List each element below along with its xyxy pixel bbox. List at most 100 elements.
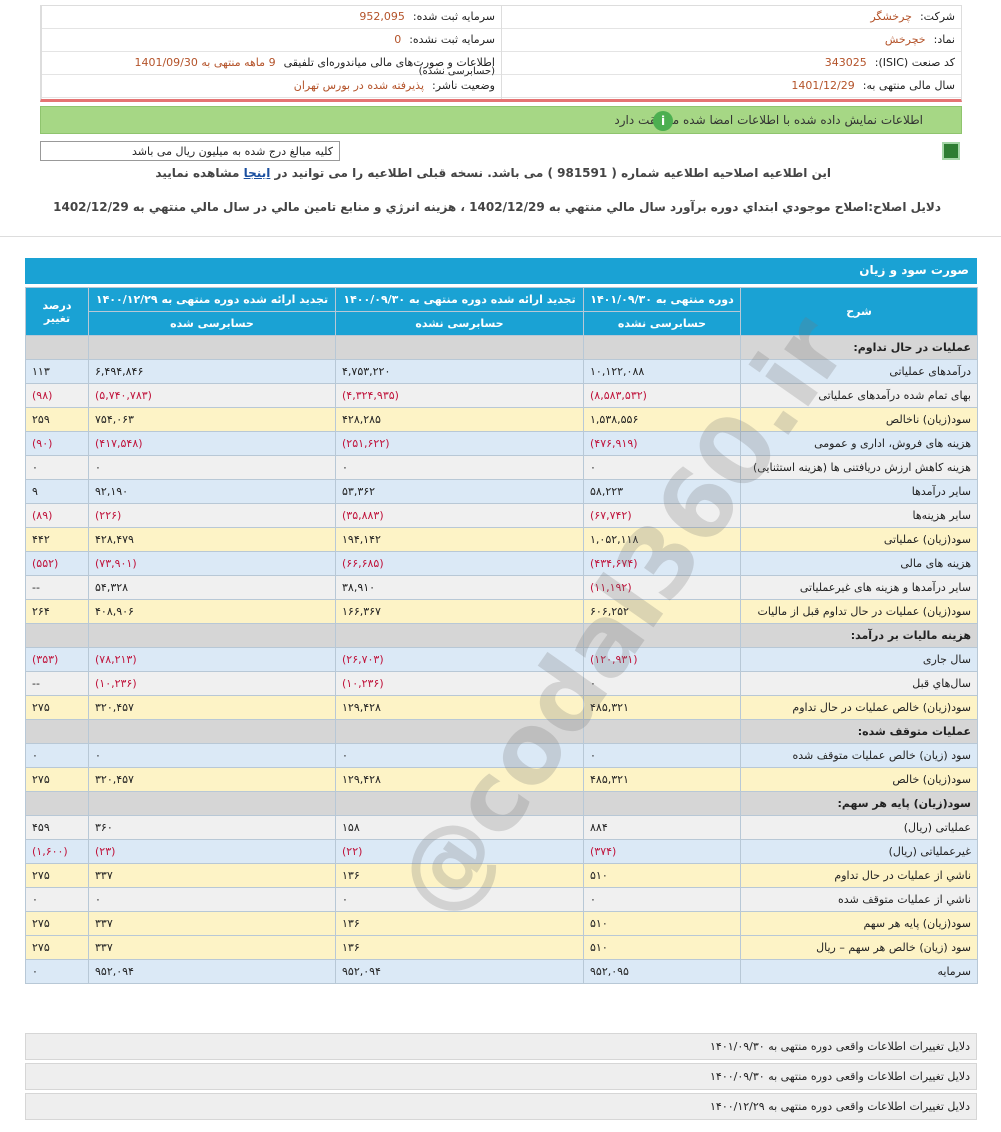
value-cell: ۰ (88, 455, 336, 480)
header-value: چرخشگر (870, 10, 912, 23)
table-row: غیرعملیاتی (ریال) (۳۷۴) (۲۲) (۲۳) (۱,۶۰۰) (25, 839, 978, 864)
row-label: سود(زیان) پایه هر سهم (740, 911, 978, 936)
row-label: سود(زیان) ناخالص (740, 407, 978, 432)
value-cell: ۴۰۸,۹۰۶ (88, 599, 336, 624)
empty-cell (335, 719, 584, 744)
row-label: سال جاری (740, 647, 978, 672)
value-cell: ۱,۵۳۸,۵۵۶ (583, 407, 741, 432)
value-cell: ۱۶۶,۳۶۷ (335, 599, 584, 624)
value-cell: ۰ (25, 959, 89, 984)
table-row: سود(زیان) ناخالص ۱,۵۳۸,۵۵۶ ۴۲۸,۲۸۵ ۷۵۴,۰۶۳ ۲… (25, 407, 978, 432)
header-value: پذیرفته شده در بورس تهران (293, 79, 425, 92)
table-row: درآمدهای عملیاتی ۱۰,۱۲۲,۰۸۸ ۴,۷۵۳,۲۲۰ ۶,۴۹۴… (25, 359, 978, 384)
value-cell: ۴۸۵,۳۲۱ (583, 767, 741, 792)
value-cell: (۳۷۴) (583, 839, 741, 864)
table-row: عملیات در حال تداوم: (25, 335, 978, 360)
value-cell: ۳۶۰ (88, 815, 336, 840)
table-row: سود(زیان) عملیاتی ۱,۰۵۲,۱۱۸ ۱۹۴,۱۴۲ ۴۲۸,۴۷۹… (25, 527, 978, 552)
value-cell: ۶۰۶,۲۵۲ (583, 599, 741, 624)
empty-cell (583, 623, 741, 648)
notice-link[interactable]: اینجا (243, 166, 271, 180)
value-cell: ۳۲۰,۴۵۷ (88, 695, 336, 720)
header-right: شرکت: چرخشگر نماد: خچرخش کد صنعت (ISIC): 3430… (501, 6, 961, 99)
table-head: شرح دوره منتهی به ۱۴۰۱/۰۹/۳۰ تجدید ارائه ش… (25, 287, 978, 336)
head-cell: حسابرسی نشده (583, 311, 741, 336)
row-label: هزینه کاهش ارزش دریافتنی ها (هزینه استثن… (740, 455, 978, 480)
row-label: غیرعملیاتی (ریال) (740, 839, 978, 864)
value-cell: ۱۰,۱۲۲,۰۸۸ (583, 359, 741, 384)
header-label: سرمایه ثبت نشده: (409, 33, 495, 46)
head-row: حسابرسی نشده حسابرسی نشده حسابرسی شده (26, 311, 978, 336)
value-cell: (۴۳۴,۶۷۴) (583, 551, 741, 576)
value-cell: ۶,۴۹۴,۸۴۶ (88, 359, 336, 384)
header-note: (حسابرسی نشده) (418, 66, 495, 77)
value-cell: (۴۷۶,۹۱۹) (583, 431, 741, 456)
change-reason: دلایل تغییرات اطلاعات واقعی دوره منتهی ب… (25, 1093, 977, 1120)
value-cell: ۱۵۸ (335, 815, 584, 840)
row-label: سرمایه (740, 959, 978, 984)
value-cell: ۵۴,۳۲۸ (88, 575, 336, 600)
head-cell: تجدید ارائه شده دوره منتهی به ۱۴۰۰/۰۹/۳۰ (335, 287, 584, 312)
value-cell: ۰ (335, 887, 584, 912)
value-cell: ۱۳۶ (335, 935, 584, 960)
empty-cell (583, 719, 741, 744)
value-cell: ۳۲۰,۴۵۷ (88, 767, 336, 792)
row-label: هزینه های فروش، اداری و عمومی (740, 431, 978, 456)
value-cell: ۰ (583, 887, 741, 912)
value-cell: ۰ (583, 671, 741, 696)
value-cell: (۱۱,۱۹۲) (583, 575, 741, 600)
header-row: سرمایه ثبت نشده: 0 (42, 29, 501, 52)
row-label: ناشي از عملیات در حال تداوم (740, 863, 978, 888)
empty-cell (335, 335, 584, 360)
empty-cell (335, 791, 584, 816)
header-label: شرکت: (919, 10, 955, 23)
value-cell: (۹۰) (25, 431, 89, 456)
value-cell: (۱۰,۲۳۶) (88, 671, 336, 696)
value-cell: (۲۲) (335, 839, 584, 864)
table-row: سود(زیان) عملیات در حال تداوم قبل از مال… (25, 599, 978, 624)
value-cell: ۸۸۴ (583, 815, 741, 840)
units-note: کلیه مبالغ درج شده به میلیون ریال می باش… (40, 141, 340, 161)
empty-cell (335, 623, 584, 648)
empty-cell (25, 623, 89, 648)
head-cell: حسابرسی شده (88, 311, 336, 336)
table-row: سود(زیان) خالص ۴۸۵,۳۲۱ ۱۲۹,۴۲۸ ۳۲۰,۴۵۷ ۲۷۵ (25, 767, 978, 792)
head-cell: درصد تغییر (25, 287, 89, 336)
status-text: اطلاعات نمایش داده شده با اطلاعات امضا ش… (614, 113, 923, 127)
value-cell: ۲۷۵ (25, 767, 89, 792)
excel-icon[interactable] (942, 142, 960, 160)
header-row: سال مالی منتهی به: 1401/12/29 (502, 75, 961, 98)
row-label: سایر درآمدها (740, 479, 978, 504)
value-cell: (۷۸,۲۱۳) (88, 647, 336, 672)
value-cell: ۲۷۵ (25, 863, 89, 888)
header-left: سرمایه ثبت شده: 952,095 سرمایه ثبت نشده: 0 ا… (41, 6, 501, 99)
table-row: عملیاتی (ریال) ۸۸۴ ۱۵۸ ۳۶۰ ۴۵۹ (25, 815, 978, 840)
row-label: سایر درآمدها و هزینه های غیرعملیاتی (740, 575, 978, 600)
value-cell: (۶۶,۶۸۵) (335, 551, 584, 576)
value-cell: ۵۱۰ (583, 935, 741, 960)
separator (0, 236, 1001, 237)
value-cell: ۰ (25, 887, 89, 912)
value-cell: ۰ (583, 743, 741, 768)
header: شرکت: چرخشگر نماد: خچرخش کد صنعت (ISIC): 3430… (40, 5, 962, 102)
head-cell: شرح (740, 287, 978, 336)
value-cell: (۱۲۰,۹۳۱) (583, 647, 741, 672)
value-cell: (۵۵۲) (25, 551, 89, 576)
row-label: سود(زیان) پایه هر سهم: (740, 791, 978, 816)
table-row: سرمایه ۹۵۲,۰۹۵ ۹۵۲,۰۹۴ ۹۵۲,۰۹۴ ۰ (25, 959, 978, 984)
value-cell: ۴۸۵,۳۲۱ (583, 695, 741, 720)
header-row: وضعیت ناشر: پذیرفته شده در بورس تهران (42, 75, 501, 98)
table-title: صورت سود و زیان (25, 258, 977, 284)
table-row: سود (زیان) خالص عملیات متوقف شده ۰ ۰ ۰ ۰ (25, 743, 978, 768)
row-label: بهای تمام شده درآمدهای عملیاتی (740, 383, 978, 408)
header-label: کد صنعت (ISIC): (874, 56, 955, 69)
header-value: 9 ماهه منتهی به 1401/09/30 (134, 56, 276, 69)
table-row: هزینه های مالی (۴۳۴,۶۷۴) (۶۶,۶۸۵) (۷۳,۹۰۱)(… (25, 551, 978, 576)
row-label: سود (زیان) خالص هر سهم – ریال (740, 935, 978, 960)
header-row: شرکت: چرخشگر (502, 6, 961, 29)
value-cell: (۷۳,۹۰۱) (88, 551, 336, 576)
header-row: سرمایه ثبت شده: 952,095 (42, 6, 501, 29)
row-label: هزینه های مالی (740, 551, 978, 576)
value-cell: (۴۱۷,۵۴۸) (88, 431, 336, 456)
